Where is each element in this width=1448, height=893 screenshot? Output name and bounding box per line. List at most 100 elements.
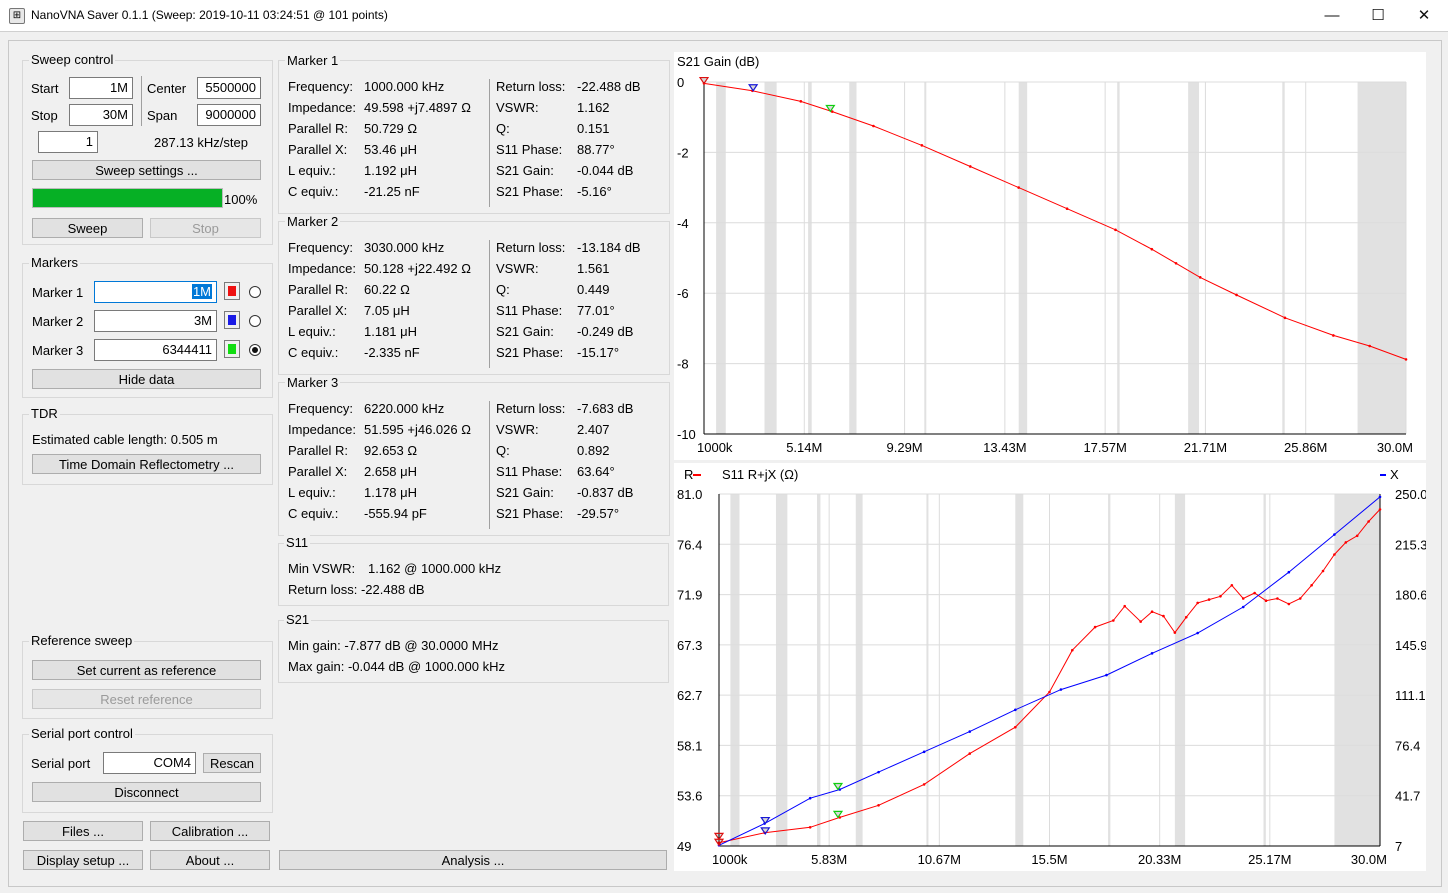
x-tick-label: 13.43M [983,440,1026,455]
y-tick-label: 49 [677,839,691,854]
data-point [968,752,972,755]
band-shading [855,494,863,846]
marker-2-field-value: 0.449 [577,282,610,297]
x-tick-label: 5.83M [811,852,847,867]
marker-3-radio[interactable] [249,344,261,356]
display-setup-button[interactable]: Display setup ... [23,850,143,870]
s21-summary-title: S21 [284,612,312,627]
data-point [838,788,842,791]
marker-1-radio[interactable] [249,286,261,298]
marker-2-color-button[interactable] [224,311,240,329]
marker-3-color-swatch [228,344,236,354]
x-tick-label: 20.33M [1138,852,1181,867]
marker-2-field-value: 1.561 [577,261,610,276]
marker-2-field-label: Q: [496,282,510,297]
marker-3-field-value: -7.683 dB [577,401,634,416]
series-line-X [718,496,1381,846]
hide-data-button[interactable]: Hide data [32,369,261,389]
data-point [1253,591,1256,595]
set-reference-button[interactable]: Set current as reference [32,660,261,680]
tdr-title: TDR [29,406,60,421]
data-point [1283,316,1287,320]
data-point [877,804,880,807]
stop-button[interactable]: Stop [150,218,261,238]
data-point [1344,541,1348,544]
maximize-button[interactable]: ☐ [1371,7,1385,24]
marker-3-color-button[interactable] [224,340,240,358]
stop-input[interactable]: 30M [69,104,133,126]
marker-2-input[interactable]: 3M [94,310,217,332]
minimize-button[interactable]: — [1324,7,1340,24]
data-point [1173,631,1177,634]
marker-2-field-label: Parallel X: [288,303,348,318]
y-tick-label: -8 [677,357,689,372]
marker-1-field-value: -0.044 dB [577,163,634,178]
marker-3-input[interactable]: 6344411 [94,339,217,361]
calibration-button[interactable]: Calibration ... [150,821,270,841]
data-point [1333,553,1336,556]
start-input[interactable]: 1M [69,77,133,99]
marker-1-color-button[interactable] [224,282,240,300]
s21-summary-group [278,620,669,683]
disconnect-button[interactable]: Disconnect [32,782,261,802]
analysis-button[interactable]: Analysis ... [279,850,667,870]
marker-3-field-value: 51.595 +j46.026 Ω [364,422,471,437]
marker-2-field-value: 1.181 μH [364,324,418,339]
marker-1-field-value: -5.16° [577,184,612,199]
reset-reference-button[interactable]: Reset reference [32,689,261,709]
min-vswr-value: 1.162 @ 1000.000 kHz [368,561,502,576]
marker-1-field-label: Parallel X: [288,142,348,157]
marker-3-field-label: L equiv.: [288,485,336,500]
marker-1-triangle [713,838,725,847]
sweep-button[interactable]: Sweep [32,218,143,238]
markers-group [22,263,273,398]
files-button[interactable]: Files ... [23,821,143,841]
y-tick-label: -6 [677,286,689,301]
sweep-settings-button[interactable]: Sweep settings ... [32,160,261,180]
s11-rjx-chart[interactable]: R S11 R+jX (Ω) X 1000k 5.83M 10.67M 15.5M 20.33… [674,463,1428,871]
marker-1-input[interactable]: 1M [94,281,217,303]
rescan-button[interactable]: Rescan [203,753,261,773]
marker-2-triangle-fill [749,84,758,91]
marker-2-field-label: VSWR: [496,261,539,276]
marker-3-field-label: C equiv.: [288,506,339,521]
chart-title: S21 Gain (dB) [677,54,759,69]
data-point [920,144,924,147]
span-input[interactable]: 9000000 [197,104,261,126]
x-tick-label: 5.14M [786,440,822,455]
x-tick-label: 21.71M [1184,440,1227,455]
tdr-button[interactable]: Time Domain Reflectometry ... [32,454,261,474]
marker-2-field-label: S21 Phase: [496,345,564,360]
s21-max-gain: Max gain: -0.044 dB @ 1000.000 kHz [288,659,505,674]
data-point [1332,334,1335,337]
y-right-tick-label: 76.4 [1395,738,1420,753]
marker-1-field-value: 1.192 μH [364,163,418,178]
serial-port-input[interactable]: COM4 [103,752,196,774]
marker-3-field-value: 2.658 μH [364,464,418,479]
marker-1-triangle [713,832,725,841]
marker-1-field-label: S21 Gain: [496,163,554,178]
data-point [1014,708,1017,712]
app-icon: ⊞ [9,8,25,24]
about-button[interactable]: About ... [150,850,270,870]
s21-gain-chart[interactable]: S21 Gain (dB) 1000k 5.14M 9.29M 13.43M 17.57M… [674,52,1426,460]
marker-1-field-value: 0.151 [577,121,610,136]
marker-2-panel-divider [489,240,490,368]
data-point [1368,344,1371,348]
data-point [968,730,972,733]
x-tick-label: 1000k [712,852,748,867]
data-point [1198,276,1202,279]
segments-input[interactable]: 1 [38,131,98,153]
marker-1-panel: Marker 1 Frequency: 1000.000 kHz Impedance… [278,53,670,214]
marker-2-field-label: Parallel R: [288,282,348,297]
marker-1-field-value: -21.25 nF [364,184,420,199]
marker-2-radio[interactable] [249,315,261,327]
marker-3-triangle-fill [833,783,842,790]
center-input[interactable]: 5500000 [197,77,261,99]
data-point [838,816,842,819]
data-point [1367,520,1370,523]
data-point [1219,595,1222,598]
marker-3-triangle [825,104,836,113]
close-button[interactable]: ✕ [1417,7,1431,24]
tdr-group [22,414,273,485]
